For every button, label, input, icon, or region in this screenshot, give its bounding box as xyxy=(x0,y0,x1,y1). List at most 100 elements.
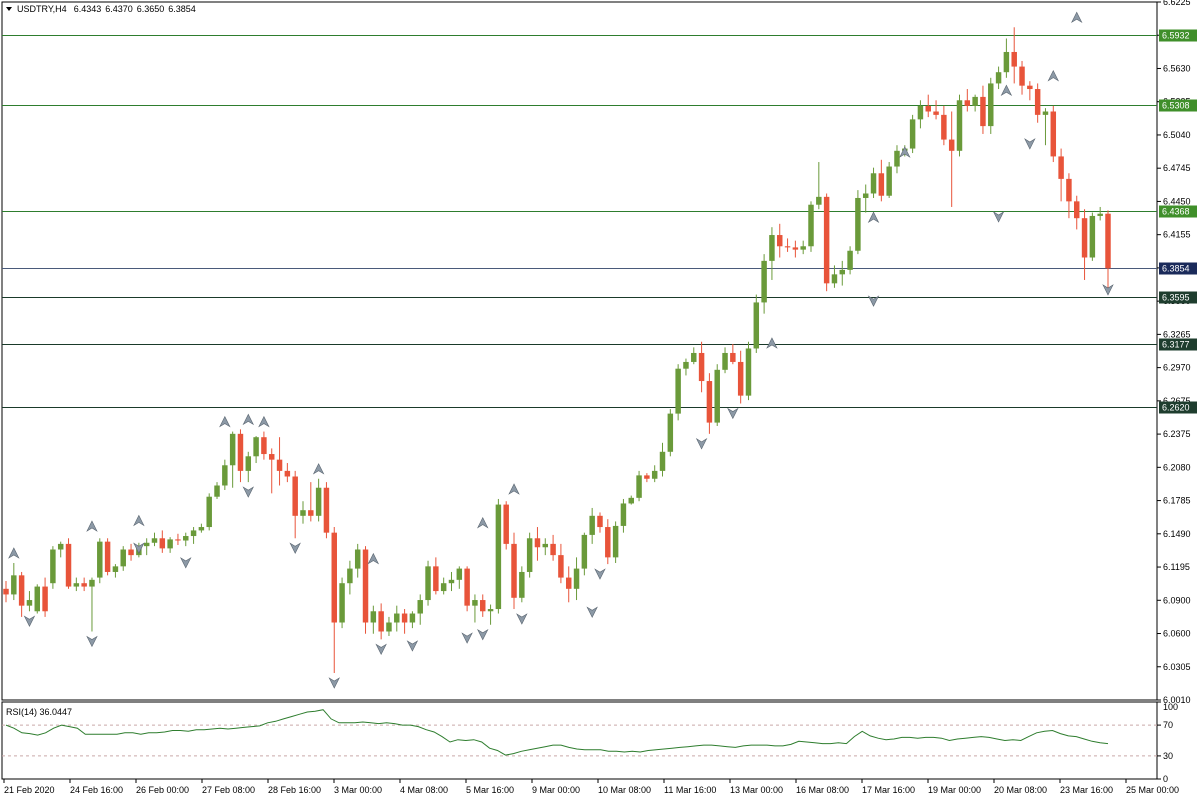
dropdown-triangle-icon[interactable] xyxy=(6,7,12,11)
symbol-title: USDTRY,H4 xyxy=(17,4,67,14)
candle-body xyxy=(120,549,126,567)
candle-body xyxy=(526,538,533,572)
fractal-down-arrow xyxy=(23,615,36,627)
candle-body xyxy=(792,247,799,250)
y-tick-label: 6.2080 xyxy=(1163,462,1191,472)
x-tick-label: 20 Mar 08:00 xyxy=(994,785,1047,795)
candle-body xyxy=(276,459,283,471)
candle-body xyxy=(42,586,48,612)
candle-body xyxy=(1081,218,1088,258)
candle-body xyxy=(65,543,72,587)
y-tick-label: 6.1785 xyxy=(1163,496,1191,506)
fractal-down-arrow xyxy=(727,407,739,420)
candle-body xyxy=(229,433,236,466)
candle-body xyxy=(433,566,439,592)
y-tick-label: 6.1490 xyxy=(1163,529,1191,539)
candle-body xyxy=(589,515,595,535)
candle-body xyxy=(581,534,588,569)
symbol-info: USDTRY,H4 6.4343 6.4370 6.3650 6.3854 xyxy=(17,4,196,14)
y-tick-label: 6.5630 xyxy=(1163,63,1191,73)
candle-body xyxy=(878,173,885,196)
y-tick-label: 6.3265 xyxy=(1163,329,1191,339)
candle-body xyxy=(26,600,33,606)
candle-body xyxy=(511,543,517,598)
x-tick-label: 5 Mar 16:00 xyxy=(466,785,514,795)
candle-body xyxy=(214,485,220,497)
candle-body xyxy=(1019,66,1025,86)
candle-body xyxy=(1027,85,1033,90)
fractal-down-arrow xyxy=(289,542,301,554)
candle-body xyxy=(769,235,775,261)
candle-body xyxy=(1034,89,1041,115)
candle-body xyxy=(175,539,181,541)
candle-body xyxy=(972,96,978,106)
x-tick-label: 24 Feb 16:00 xyxy=(70,785,123,795)
candle-body xyxy=(683,361,689,369)
candle-body xyxy=(183,536,189,541)
candle-body xyxy=(745,348,752,396)
fractal-up-arrow xyxy=(508,483,520,495)
candle-body xyxy=(222,465,228,486)
candle-body xyxy=(1089,215,1096,258)
level-price-label: 6.5932 xyxy=(1162,31,1190,41)
x-tick-label: 17 Mar 16:00 xyxy=(862,785,915,795)
candle-body xyxy=(57,543,64,550)
level-price-box xyxy=(1159,291,1197,304)
candle-body xyxy=(1003,51,1010,73)
candle-body xyxy=(268,454,275,460)
candle-body xyxy=(1097,213,1103,216)
level-price-box xyxy=(1159,205,1197,218)
rsi-tick-label: 100 xyxy=(1163,702,1178,712)
candle-body xyxy=(339,583,345,623)
candle-body xyxy=(261,437,267,455)
candle-body xyxy=(839,269,846,275)
y-tick-label: 6.0305 xyxy=(1163,662,1191,672)
y-tick-label: 6.2970 xyxy=(1163,363,1191,373)
ohlc-value: 6.4370 xyxy=(105,4,133,14)
level-price-label: 6.2620 xyxy=(1162,403,1190,413)
candle-body xyxy=(722,352,728,370)
candle-body xyxy=(730,352,736,362)
fractal-down-arrow xyxy=(180,557,192,569)
ohlc-value: 6.3854 xyxy=(168,4,196,14)
fractal-up-arrow xyxy=(242,413,255,426)
candle-body xyxy=(464,568,470,606)
candle-body xyxy=(253,437,259,457)
candle-body xyxy=(362,549,369,623)
candle-body xyxy=(292,476,298,516)
candle-body xyxy=(409,613,416,623)
candle-body xyxy=(448,579,455,584)
y-tick-label: 6.1195 xyxy=(1163,562,1190,572)
y-tick-label: 6.0010 xyxy=(1163,695,1191,705)
candle-body xyxy=(737,361,744,396)
candle-body xyxy=(308,510,314,516)
x-tick-label: 4 Mar 08:00 xyxy=(400,785,448,795)
ohlc-value: 6.4343 xyxy=(74,4,102,14)
candle-body xyxy=(558,555,564,578)
rsi-line xyxy=(5,709,1109,756)
candle-body xyxy=(941,114,947,140)
fractal-down-arrow xyxy=(477,628,489,641)
level-price-box xyxy=(1159,338,1197,351)
candle-body xyxy=(378,611,384,632)
candle-body xyxy=(534,538,541,548)
candle-body xyxy=(1042,111,1049,115)
x-tick-label: 10 Mar 08:00 xyxy=(598,785,651,795)
fractal-up-arrow xyxy=(133,514,145,527)
candle-body xyxy=(777,235,783,247)
candle-body xyxy=(808,204,814,247)
rsi-title: RSI(14) 36.0447 xyxy=(6,707,72,717)
level-price-label: 6.4368 xyxy=(1162,207,1190,217)
candle-body xyxy=(417,600,423,614)
level-price-label: 6.3177 xyxy=(1162,340,1190,350)
candle-body xyxy=(612,525,619,558)
candle-body xyxy=(706,381,713,423)
candle-body xyxy=(151,538,158,543)
candle-body xyxy=(651,470,658,479)
candle-body xyxy=(1105,213,1111,269)
candle-body xyxy=(550,543,556,556)
candle-body xyxy=(636,475,642,498)
candle-body xyxy=(956,100,963,151)
